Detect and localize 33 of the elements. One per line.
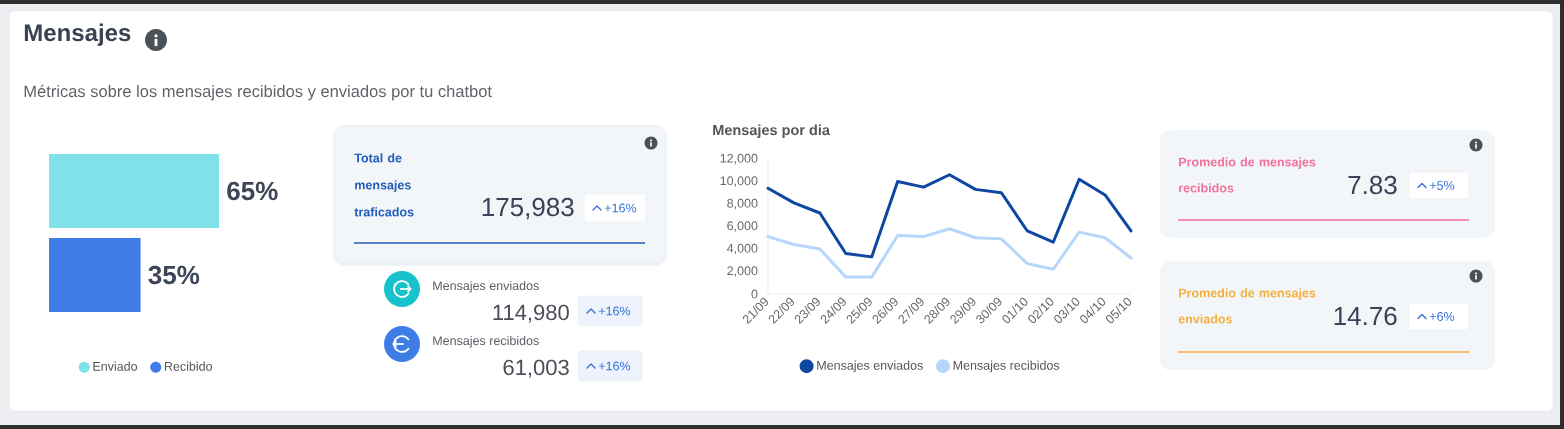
data-label: 65% <box>227 181 278 201</box>
text: Promedio de mensajes recibidos <box>1179 157 1316 193</box>
y-tick-label: 12,000 <box>720 153 758 165</box>
text: 61,003 <box>503 359 569 378</box>
line-series <box>766 173 1133 259</box>
legend-label: Recibido <box>164 361 213 371</box>
chart-title: Mensajes <box>24 23 131 46</box>
text: +5% <box>1429 181 1455 190</box>
y-tick-label: 2,000 <box>727 266 758 277</box>
legend-label: Enviado <box>93 361 138 371</box>
y-tick-label: 8,000 <box>727 198 758 210</box>
legend-label: Mensajes enviados <box>817 360 923 373</box>
line-series <box>766 227 1133 279</box>
y-tick-label: 0 <box>751 289 758 299</box>
text: Mensajes enviados <box>433 280 539 293</box>
text: +6% <box>1429 312 1455 321</box>
text: 14.76 <box>1334 306 1397 326</box>
text: 175,983 <box>482 197 574 220</box>
data-label: 35% <box>148 265 200 285</box>
text: +16% <box>604 203 637 213</box>
chart-title: Mensajes por dia <box>713 124 831 139</box>
text: Mensajes recibidos <box>433 335 539 348</box>
y-tick-label: 6,000 <box>727 221 758 232</box>
text: +16% <box>598 361 631 371</box>
text: Promedio de mensajes enviados <box>1178 288 1316 324</box>
y-tick-label: 4,000 <box>726 243 758 255</box>
chart-title: Total de mensajes traficados <box>354 153 414 217</box>
text: +16% <box>598 306 631 316</box>
text: Métricas sobre los mensajes recibidos y enviados por tu chatbot <box>24 84 492 101</box>
text: 114,980 <box>493 304 569 323</box>
text: 7.83 <box>1348 175 1397 195</box>
y-tick-label: 10,000 <box>720 176 758 187</box>
legend-label: Mensajes recibidos <box>953 360 1060 373</box>
